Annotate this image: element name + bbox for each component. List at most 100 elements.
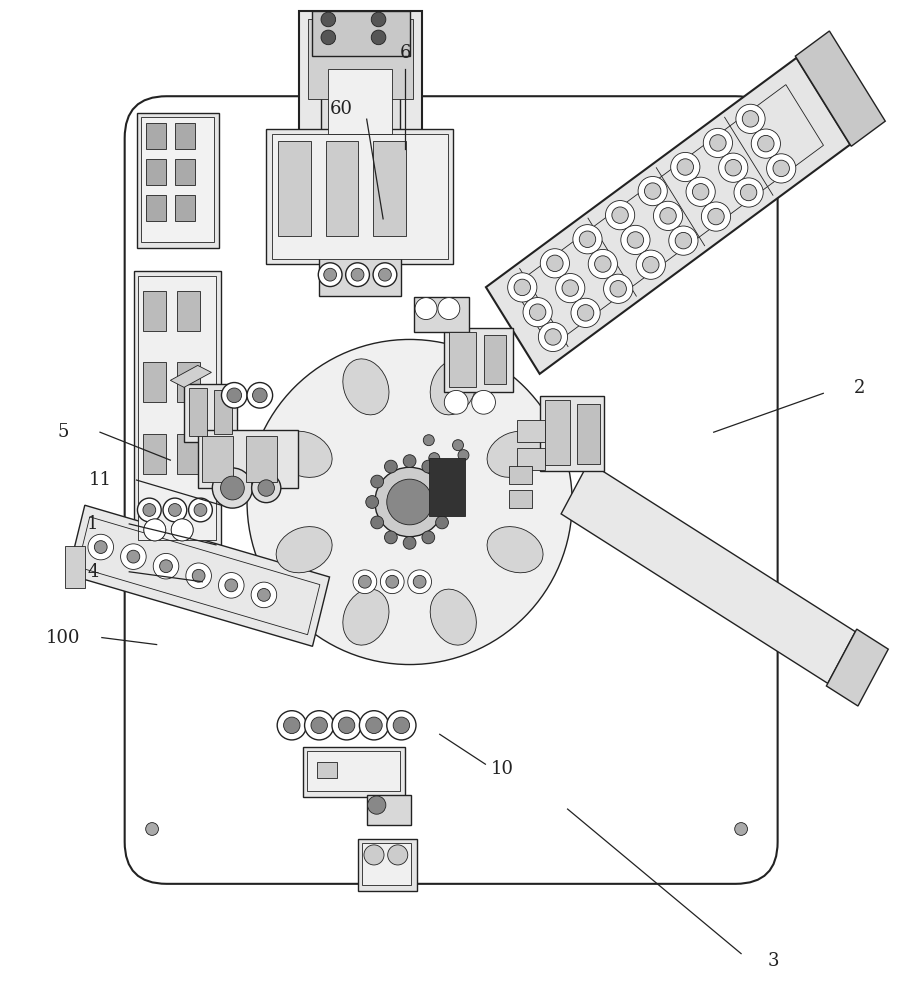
Circle shape (353, 570, 376, 594)
Text: 11: 11 (89, 471, 112, 489)
Circle shape (751, 129, 780, 158)
Circle shape (251, 582, 277, 608)
Circle shape (571, 298, 600, 327)
Circle shape (371, 12, 386, 27)
Circle shape (514, 279, 530, 296)
Circle shape (258, 480, 275, 496)
Circle shape (422, 460, 435, 473)
Ellipse shape (343, 359, 389, 415)
Circle shape (539, 322, 568, 352)
Circle shape (472, 390, 496, 414)
Circle shape (284, 717, 300, 734)
Circle shape (547, 255, 563, 272)
Bar (362, 843, 411, 885)
Circle shape (702, 202, 731, 231)
Bar (214, 390, 233, 434)
Bar (321, 63, 400, 141)
Circle shape (186, 563, 212, 589)
Bar (138, 276, 216, 540)
Circle shape (305, 711, 333, 740)
Circle shape (719, 153, 747, 182)
Polygon shape (826, 629, 889, 706)
Bar (317, 762, 337, 778)
Circle shape (415, 298, 437, 320)
Circle shape (627, 232, 644, 248)
Circle shape (572, 225, 602, 254)
Text: 10: 10 (490, 760, 513, 778)
Bar (177, 434, 200, 474)
Circle shape (735, 823, 747, 835)
Circle shape (767, 154, 796, 183)
Bar (184, 384, 237, 442)
Circle shape (137, 498, 161, 522)
Circle shape (351, 268, 364, 281)
Circle shape (438, 298, 460, 320)
Circle shape (144, 519, 166, 541)
Circle shape (253, 388, 267, 403)
Circle shape (637, 250, 665, 279)
Bar (278, 141, 311, 236)
Circle shape (380, 570, 404, 594)
Circle shape (365, 496, 378, 508)
Circle shape (638, 176, 667, 206)
Bar (509, 490, 532, 508)
Text: 2: 2 (854, 379, 866, 397)
Circle shape (247, 339, 572, 665)
Circle shape (604, 274, 633, 303)
Ellipse shape (343, 589, 389, 645)
Circle shape (385, 531, 398, 544)
Circle shape (387, 711, 416, 740)
Circle shape (403, 455, 416, 468)
Bar (518, 420, 545, 442)
Bar (308, 751, 400, 791)
Circle shape (579, 231, 595, 247)
Circle shape (612, 207, 628, 223)
Circle shape (163, 498, 187, 522)
Circle shape (278, 711, 307, 740)
Bar (319, 254, 401, 296)
Circle shape (221, 476, 245, 500)
Circle shape (458, 450, 469, 461)
Polygon shape (562, 462, 856, 683)
Text: 100: 100 (46, 629, 81, 647)
Bar (373, 141, 406, 236)
Bar (449, 332, 476, 387)
Circle shape (671, 152, 700, 182)
Circle shape (387, 845, 408, 865)
Bar (325, 141, 358, 236)
Bar (308, 19, 413, 99)
Circle shape (529, 304, 546, 320)
Circle shape (441, 496, 453, 508)
Circle shape (367, 796, 386, 814)
Circle shape (708, 208, 725, 225)
Bar (134, 271, 221, 545)
Circle shape (594, 256, 611, 272)
Circle shape (677, 159, 693, 175)
Bar (272, 134, 448, 259)
Bar (143, 434, 166, 474)
Circle shape (153, 553, 179, 579)
Circle shape (121, 544, 147, 569)
Circle shape (227, 388, 242, 403)
Circle shape (742, 111, 758, 127)
Bar (202, 436, 234, 482)
Circle shape (213, 468, 253, 508)
Circle shape (758, 135, 774, 152)
Circle shape (222, 383, 247, 408)
Bar (177, 291, 200, 331)
Bar (357, 839, 417, 891)
Text: 3: 3 (768, 952, 779, 970)
Circle shape (436, 475, 449, 488)
Circle shape (735, 145, 747, 157)
Circle shape (159, 560, 172, 573)
Circle shape (642, 256, 659, 273)
Ellipse shape (276, 431, 333, 477)
Circle shape (146, 823, 158, 835)
Ellipse shape (487, 527, 543, 573)
Circle shape (686, 177, 715, 206)
Text: 6: 6 (399, 44, 410, 62)
Text: 5: 5 (58, 423, 70, 441)
Bar (246, 436, 278, 482)
Circle shape (577, 305, 594, 321)
Circle shape (562, 280, 579, 296)
